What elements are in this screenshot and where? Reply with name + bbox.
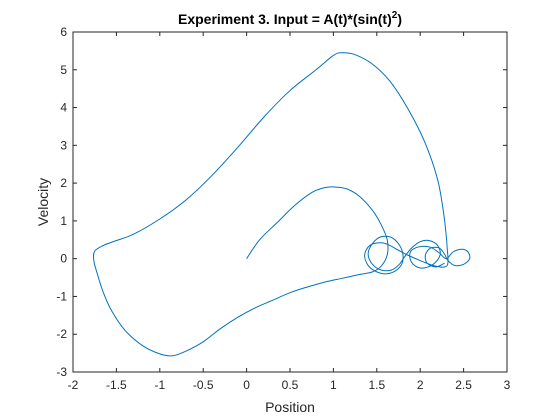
y-axis-label: Velocity xyxy=(35,178,51,226)
x-axis-label: Position xyxy=(265,399,315,415)
y-tick-label: 6 xyxy=(60,25,67,39)
x-tick-label: 2 xyxy=(417,378,424,392)
x-tick-label: 1 xyxy=(330,378,337,392)
y-tick-label: 2 xyxy=(60,176,67,190)
chart-title-superscript: 2 xyxy=(392,10,398,21)
chart-title: Experiment 3. Input = A(t)*(sin(t)2) xyxy=(178,10,402,27)
x-tick-label: 3 xyxy=(504,378,511,392)
x-tick-label: -2 xyxy=(68,378,79,392)
y-tick-label: -3 xyxy=(56,365,67,379)
x-tick-label: -1.5 xyxy=(106,378,127,392)
x-tick-label: 0 xyxy=(243,378,250,392)
series-line xyxy=(92,52,471,357)
plot-area xyxy=(73,32,507,372)
x-tick-label: -0.5 xyxy=(193,378,214,392)
y-tick-label: 3 xyxy=(60,138,67,152)
y-tick-label: -1 xyxy=(56,289,67,303)
x-tick-label: 2.5 xyxy=(455,378,472,392)
y-tick-label: 5 xyxy=(60,63,67,77)
y-tick-label: 1 xyxy=(60,214,67,228)
y-tick-label: 4 xyxy=(60,101,67,115)
x-tick-label: 0.5 xyxy=(282,378,299,392)
y-tick-label: 0 xyxy=(60,252,67,266)
x-tick-label: -1 xyxy=(154,378,165,392)
chart-title-main: Experiment 3. Input = A(t)*(sin(t) xyxy=(178,11,392,27)
chart-title-suffix: ) xyxy=(397,11,402,27)
y-tick-label: -2 xyxy=(56,327,67,341)
x-tick-label: 1.5 xyxy=(368,378,385,392)
